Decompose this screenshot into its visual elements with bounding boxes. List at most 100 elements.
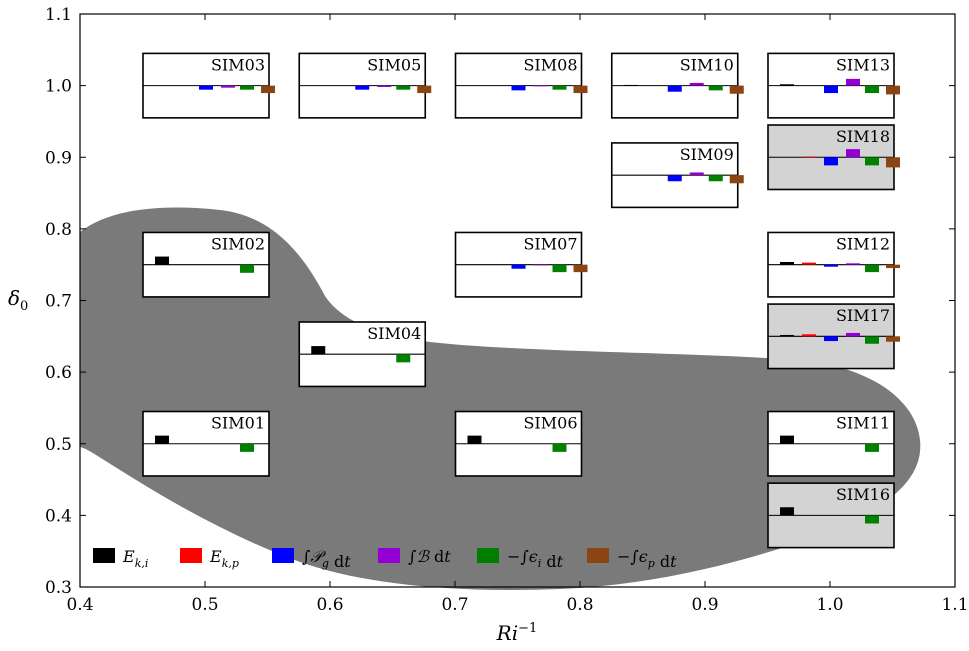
x-tick-label: 0.7 [441, 595, 468, 615]
panel-sim08: SIM08 [454, 52, 588, 119]
panel-sim06: SIM06 [454, 410, 583, 477]
bar-sim17-eki [780, 334, 794, 337]
y-tick-label: 0.7 [45, 292, 72, 312]
x-tick-label: 0.5 [191, 595, 218, 615]
legend-label: Ek,p [209, 547, 239, 570]
bar-sim05-pg [355, 85, 370, 90]
bar-sim10-eki [623, 84, 638, 86]
bar-sim12-b [846, 263, 860, 265]
bar-sim17-ekp [802, 334, 816, 337]
panel-label: SIM12 [836, 234, 890, 253]
axis-titles: Ri−1 δ0 [8, 286, 537, 645]
y-tick-label: 0.5 [45, 435, 72, 455]
bar-sim12-epsi [865, 264, 879, 273]
panel-label: SIM08 [523, 55, 577, 74]
panel-label: SIM04 [367, 324, 421, 343]
legend-swatch [477, 548, 499, 563]
x-tick-label: 1.1 [941, 595, 968, 615]
bar-sim03-b [221, 85, 235, 88]
bar-sim01-eki [155, 435, 169, 444]
bar-sim02-eki [155, 256, 169, 265]
bar-sim17-b [846, 332, 860, 337]
bar-sim18-ekp [802, 156, 816, 158]
panel-sim05: SIM05 [298, 52, 432, 119]
bar-sim07-pg [511, 264, 526, 269]
panel-label: SIM01 [211, 414, 265, 433]
bar-sim16-eki [780, 507, 794, 516]
bar-sim06-eki [467, 435, 482, 444]
bar-sim10-epsi [708, 85, 723, 91]
bar-sim05-epsp [417, 85, 432, 94]
legend-swatch [378, 548, 400, 563]
bar-sim13-epsp [886, 85, 900, 95]
bar-sim12-epsp [886, 264, 900, 269]
x-tick-label: 1.0 [816, 595, 843, 615]
regime-region [80, 207, 921, 590]
legend-swatch [587, 548, 609, 563]
bar-sim07-epsi [552, 264, 567, 273]
bar-sim07-b [533, 264, 548, 266]
bar-sim18-epsi [865, 157, 879, 166]
panel-sim16: SIM16 [767, 482, 895, 549]
panel-label: SIM02 [211, 234, 265, 253]
panel-sim09: SIM09 [610, 142, 744, 209]
legend-item-b: ∫ℬ dt [378, 547, 451, 566]
panel-label: SIM06 [523, 414, 577, 433]
bar-sim18-pg [824, 157, 838, 166]
legend-label: Ek,i [122, 547, 148, 570]
bar-sim13-b [846, 78, 860, 86]
panel-label: SIM07 [523, 234, 577, 253]
bar-sim17-epsi [865, 336, 879, 344]
panel-label: SIM13 [836, 55, 890, 74]
bar-sim12-eki [780, 261, 794, 265]
bar-sim01-epsi [240, 443, 254, 452]
legend-label: ∫ℬ dt [408, 547, 451, 566]
x-tick-label: 0.6 [316, 595, 343, 615]
bar-sim09-pg [667, 175, 682, 182]
bar-sim04-epsi [396, 354, 411, 363]
y-axis-label: δ0 [8, 286, 28, 314]
bar-sim09-b [689, 172, 704, 176]
panel-sim07: SIM07 [454, 231, 588, 298]
y-tick-label: 1.1 [45, 5, 72, 25]
legend-swatch [180, 548, 202, 563]
bar-sim13-epsi [865, 85, 879, 94]
bar-sim09-epsi [708, 175, 723, 182]
bar-sim08-epsp [573, 85, 588, 94]
panel-sim04: SIM04 [298, 321, 427, 388]
shaded-regime-blob [80, 207, 921, 590]
bar-sim08-pg [511, 85, 526, 91]
legend-swatch [272, 548, 294, 563]
bar-sim09-epsp [729, 175, 744, 184]
y-tick-label: 0.9 [45, 148, 72, 168]
panel-label: SIM16 [836, 485, 890, 504]
bar-sim11-eki [780, 435, 794, 444]
bar-sim05-epsi [396, 85, 411, 90]
bar-sim06-epsi [552, 443, 567, 452]
bar-sim12-ekp [802, 262, 816, 265]
bar-sim13-eki [780, 84, 794, 86]
panel-label: SIM05 [367, 55, 421, 74]
panel-sim18: SIM18 [767, 124, 900, 191]
panel-label: SIM11 [836, 414, 890, 433]
bar-sim02-epsi [240, 264, 254, 273]
bar-sim18-b [846, 149, 860, 158]
bar-sim03-pg [199, 85, 213, 90]
bar-sim13-pg [824, 85, 838, 94]
x-tick-label: 0.4 [66, 595, 93, 615]
legend: Ek,i Ek,p ∫𝒫g dt ∫ℬ dt −∫ϵi dt −∫ϵp dt [93, 547, 677, 571]
panel-sim17: SIM17 [767, 303, 900, 370]
panel-sim10: SIM10 [610, 52, 744, 119]
bar-sim08-b [533, 85, 548, 87]
panel-sim12: SIM12 [767, 231, 900, 298]
axis-ticks: 0.4 0.5 0.6 0.7 0.8 0.9 1.0 1.10.30.40.50.60.70… [45, 5, 969, 615]
panel-sim01: SIM01 [142, 410, 270, 477]
y-tick-label: 1.0 [45, 77, 72, 97]
y-tick-label: 0.8 [45, 220, 72, 240]
legend-label: −∫ϵi dt [507, 547, 564, 571]
panel-label: SIM03 [211, 55, 265, 74]
panel-sim03: SIM03 [142, 52, 275, 119]
bar-sim10-b [689, 82, 704, 86]
simulation-panels: SIM01 SIM02 SIM03 SIM04 SIM05 SIM06 SIM07 SIM08… [142, 52, 900, 549]
